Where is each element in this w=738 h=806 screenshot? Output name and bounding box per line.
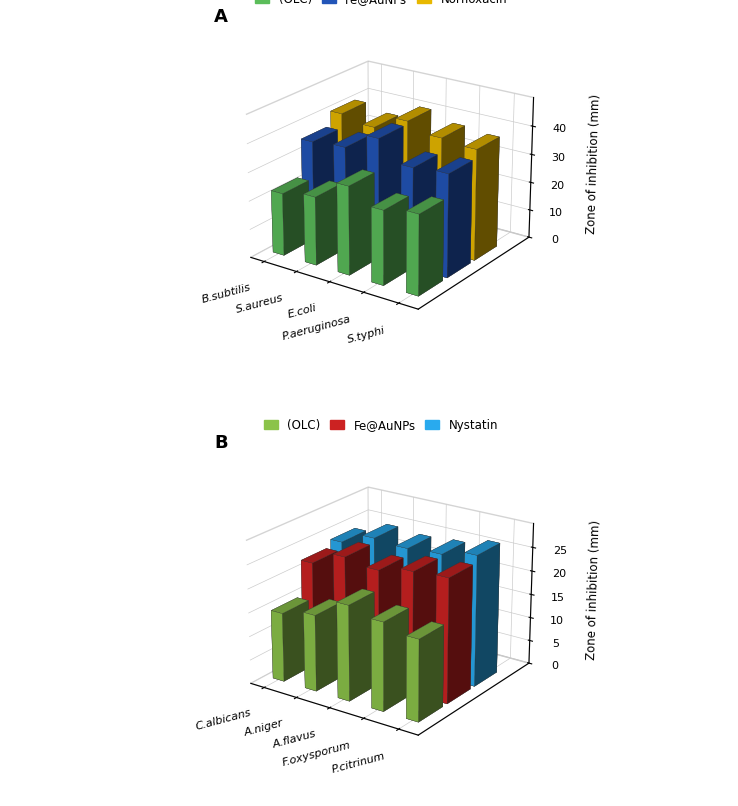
- Text: B: B: [214, 434, 227, 452]
- Text: A: A: [214, 8, 228, 27]
- Legend: (OLC), Fe@AuNPs, Nystatin: (OLC), Fe@AuNPs, Nystatin: [261, 415, 502, 435]
- Legend: (OLC), Fe@AuNPs, Norfloxacin: (OLC), Fe@AuNPs, Norfloxacin: [252, 0, 511, 9]
